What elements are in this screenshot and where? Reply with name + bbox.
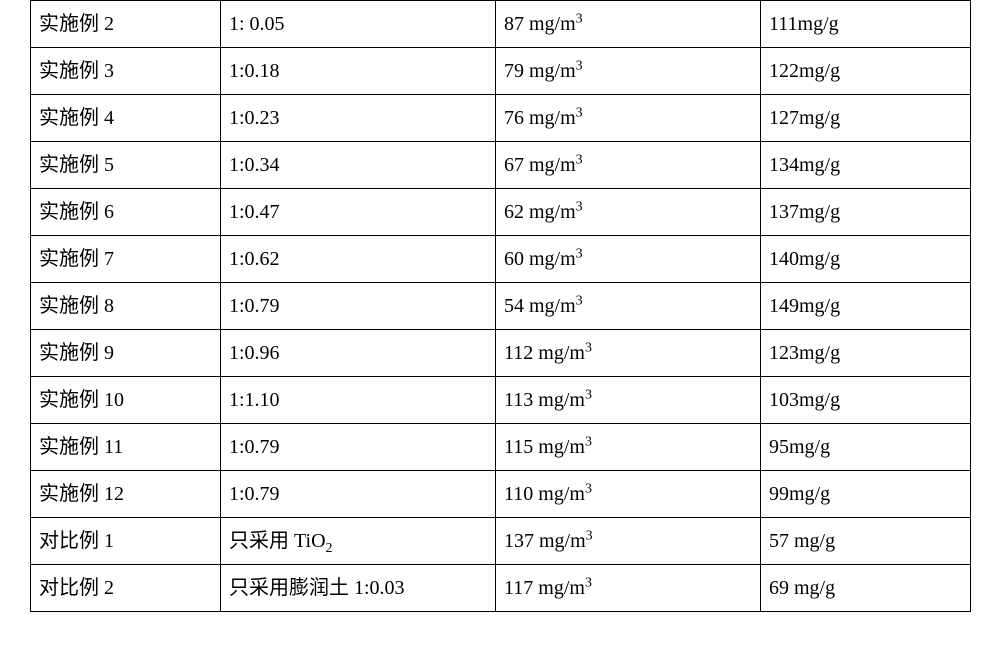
data-table: 实施例 21: 0.0587 mg/m3111mg/g实施例 31:0.1879… [30, 0, 971, 612]
cell-label: 实施例 7 [31, 236, 221, 283]
cell-ratio: 1:0.23 [221, 95, 496, 142]
cell-concentration: 67 mg/m3 [496, 142, 761, 189]
cell-concentration: 54 mg/m3 [496, 283, 761, 330]
table-row: 实施例 91:0.96112 mg/m3123mg/g [31, 330, 971, 377]
cell-concentration: 137 mg/m3 [496, 518, 761, 565]
cell-concentration: 113 mg/m3 [496, 377, 761, 424]
table-body: 实施例 21: 0.0587 mg/m3111mg/g实施例 31:0.1879… [31, 1, 971, 612]
table-row: 对比例 2只采用膨润土 1:0.03117 mg/m369 mg/g [31, 565, 971, 612]
cell-uptake: 103mg/g [761, 377, 971, 424]
cell-concentration: 117 mg/m3 [496, 565, 761, 612]
cell-uptake: 111mg/g [761, 1, 971, 48]
cell-uptake: 57 mg/g [761, 518, 971, 565]
cell-ratio: 1:0.96 [221, 330, 496, 377]
table-row: 实施例 101:1.10113 mg/m3103mg/g [31, 377, 971, 424]
cell-ratio: 1: 0.05 [221, 1, 496, 48]
table-row: 实施例 51:0.3467 mg/m3134mg/g [31, 142, 971, 189]
page: 实施例 21: 0.0587 mg/m3111mg/g实施例 31:0.1879… [0, 0, 1000, 648]
cell-ratio: 只采用 TiO2 [221, 518, 496, 565]
cell-concentration: 60 mg/m3 [496, 236, 761, 283]
table-row: 实施例 111:0.79115 mg/m395mg/g [31, 424, 971, 471]
cell-label: 实施例 3 [31, 48, 221, 95]
cell-ratio: 1:1.10 [221, 377, 496, 424]
cell-label: 实施例 5 [31, 142, 221, 189]
cell-label: 实施例 8 [31, 283, 221, 330]
table-row: 实施例 21: 0.0587 mg/m3111mg/g [31, 1, 971, 48]
cell-label: 实施例 2 [31, 1, 221, 48]
cell-uptake: 127mg/g [761, 95, 971, 142]
cell-label: 实施例 4 [31, 95, 221, 142]
cell-concentration: 76 mg/m3 [496, 95, 761, 142]
cell-uptake: 140mg/g [761, 236, 971, 283]
cell-uptake: 95mg/g [761, 424, 971, 471]
cell-concentration: 115 mg/m3 [496, 424, 761, 471]
cell-ratio: 1:0.18 [221, 48, 496, 95]
cell-concentration: 62 mg/m3 [496, 189, 761, 236]
cell-label: 对比例 2 [31, 565, 221, 612]
cell-uptake: 69 mg/g [761, 565, 971, 612]
cell-ratio: 只采用膨润土 1:0.03 [221, 565, 496, 612]
cell-concentration: 87 mg/m3 [496, 1, 761, 48]
cell-ratio: 1:0.79 [221, 283, 496, 330]
table-row: 实施例 41:0.2376 mg/m3127mg/g [31, 95, 971, 142]
cell-label: 实施例 10 [31, 377, 221, 424]
cell-concentration: 110 mg/m3 [496, 471, 761, 518]
table-row: 实施例 31:0.1879 mg/m3122mg/g [31, 48, 971, 95]
cell-label: 实施例 12 [31, 471, 221, 518]
cell-label: 实施例 11 [31, 424, 221, 471]
table-row: 实施例 71:0.6260 mg/m3140mg/g [31, 236, 971, 283]
cell-concentration: 79 mg/m3 [496, 48, 761, 95]
table-row: 实施例 81:0.7954 mg/m3149mg/g [31, 283, 971, 330]
cell-ratio: 1:0.34 [221, 142, 496, 189]
cell-label: 对比例 1 [31, 518, 221, 565]
cell-ratio: 1:0.62 [221, 236, 496, 283]
cell-uptake: 123mg/g [761, 330, 971, 377]
cell-uptake: 99mg/g [761, 471, 971, 518]
cell-uptake: 149mg/g [761, 283, 971, 330]
cell-uptake: 122mg/g [761, 48, 971, 95]
table-row: 对比例 1只采用 TiO2137 mg/m357 mg/g [31, 518, 971, 565]
cell-ratio: 1:0.79 [221, 471, 496, 518]
cell-uptake: 137mg/g [761, 189, 971, 236]
table-row: 实施例 61:0.4762 mg/m3137mg/g [31, 189, 971, 236]
cell-label: 实施例 9 [31, 330, 221, 377]
cell-concentration: 112 mg/m3 [496, 330, 761, 377]
cell-ratio: 1:0.79 [221, 424, 496, 471]
cell-uptake: 134mg/g [761, 142, 971, 189]
cell-label: 实施例 6 [31, 189, 221, 236]
cell-ratio: 1:0.47 [221, 189, 496, 236]
table-row: 实施例 121:0.79110 mg/m399mg/g [31, 471, 971, 518]
